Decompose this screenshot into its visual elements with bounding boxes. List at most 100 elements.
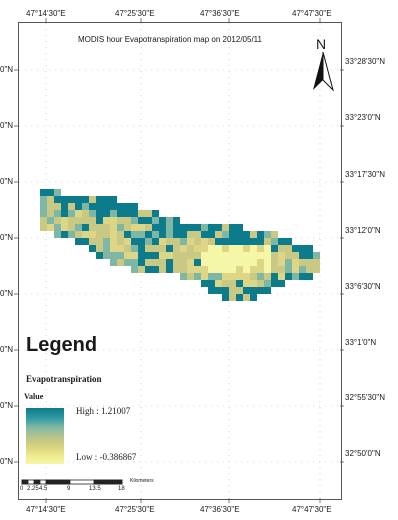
left-lat-label-1: 0"N	[0, 65, 14, 74]
raster-cell	[117, 252, 124, 259]
raster-cell	[138, 224, 145, 231]
right-lat-label-8: 32°50'0"N	[345, 449, 381, 458]
raster-cell	[124, 252, 131, 259]
raster-cell	[103, 252, 110, 259]
bottom-lon-label-3: 47°36'30"E	[200, 505, 240, 514]
raster-cell	[278, 266, 285, 273]
raster-cell	[243, 280, 250, 287]
raster-cell	[292, 252, 299, 259]
right-lat-label-3: 33°17'30"N	[345, 170, 386, 179]
raster-cell	[215, 224, 222, 231]
left-lat-label-4: 0"N	[0, 233, 14, 242]
legend-title: Legend	[26, 334, 98, 356]
raster-cell	[222, 294, 229, 301]
raster-cell	[271, 259, 278, 266]
raster-cell	[152, 231, 159, 238]
raster-cell	[306, 259, 313, 266]
raster-cell	[110, 224, 117, 231]
raster-cell	[103, 217, 110, 224]
raster-cell	[243, 245, 250, 252]
raster-cell	[54, 210, 61, 217]
raster-cell	[229, 245, 236, 252]
raster-cell	[166, 231, 173, 238]
raster-cell	[47, 196, 54, 203]
raster-cell	[264, 252, 271, 259]
raster-cell	[236, 245, 243, 252]
top-lon-label-2: 47°25'30"E	[115, 9, 155, 18]
raster-cell	[215, 238, 222, 245]
raster-cell	[152, 210, 159, 217]
raster-cell	[243, 273, 250, 280]
raster-cell	[194, 224, 201, 231]
scale-tick-1: 2.25	[27, 486, 39, 492]
raster-cell	[68, 196, 75, 203]
raster-cell	[250, 252, 257, 259]
raster-cell	[54, 189, 61, 196]
raster-cell	[124, 259, 131, 266]
raster-cell	[208, 280, 215, 287]
scale-tick-5: 18	[118, 486, 125, 492]
raster-cell	[145, 224, 152, 231]
raster-cell	[152, 259, 159, 266]
raster-cell	[138, 238, 145, 245]
raster-cell	[138, 266, 145, 273]
raster-cell	[278, 238, 285, 245]
north-arrow-icon	[313, 51, 334, 92]
raster-cell	[208, 287, 215, 294]
raster-cell	[131, 245, 138, 252]
legend-color-ramp	[26, 408, 64, 464]
raster-cell	[54, 196, 61, 203]
raster-cell	[222, 287, 229, 294]
raster-cell	[194, 231, 201, 238]
raster-cell	[257, 280, 264, 287]
raster-cell	[173, 259, 180, 266]
raster-cell	[250, 238, 257, 245]
raster-cell	[257, 252, 264, 259]
raster-cell	[124, 210, 131, 217]
raster-cell	[40, 224, 47, 231]
raster-cell	[187, 252, 194, 259]
raster-cell	[306, 245, 313, 252]
raster-cell	[194, 266, 201, 273]
raster-cell	[243, 252, 250, 259]
raster-cell	[117, 224, 124, 231]
raster-cell	[187, 231, 194, 238]
raster-cell	[285, 252, 292, 259]
raster-cell	[152, 224, 159, 231]
raster-cell	[243, 266, 250, 273]
raster-cell	[110, 252, 117, 259]
right-lat-label-4: 33°12'0"N	[345, 226, 381, 235]
raster-cell	[222, 259, 229, 266]
raster-cell	[264, 231, 271, 238]
raster-cell	[124, 224, 131, 231]
raster-cell	[145, 217, 152, 224]
raster-cell	[236, 280, 243, 287]
raster-cell	[306, 266, 313, 273]
right-lat-label-1: 33°28'30"N	[345, 57, 386, 66]
raster-cell	[117, 203, 124, 210]
raster-cell	[82, 203, 89, 210]
raster-cell	[313, 252, 320, 259]
raster-cell	[68, 210, 75, 217]
raster-cell	[187, 266, 194, 273]
raster-cell	[68, 203, 75, 210]
raster-cell	[236, 259, 243, 266]
raster-cell	[201, 259, 208, 266]
raster-cell	[236, 266, 243, 273]
raster-cell	[124, 203, 131, 210]
raster-cell	[89, 217, 96, 224]
raster-cell	[138, 259, 145, 266]
raster-cell	[110, 259, 117, 266]
raster-cell	[180, 231, 187, 238]
raster-cell	[264, 238, 271, 245]
raster-cell	[110, 245, 117, 252]
bottom-lon-label-2: 47°25'30"E	[115, 505, 155, 514]
raster-cell	[166, 245, 173, 252]
raster-cell	[82, 196, 89, 203]
raster-cell	[47, 224, 54, 231]
raster-cell	[117, 238, 124, 245]
raster-cell	[166, 252, 173, 259]
raster-cell	[40, 196, 47, 203]
raster-cell	[222, 266, 229, 273]
raster-cell	[131, 266, 138, 273]
